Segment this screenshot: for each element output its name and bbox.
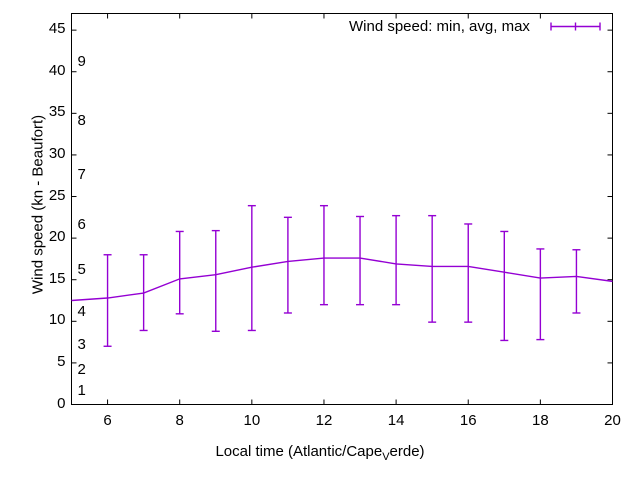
y-axis-tick-label: 25 [48, 186, 66, 204]
x-axis-tick-label: 8 [175, 411, 184, 429]
x-axis-title-subscript: V [382, 451, 390, 463]
x-axis-tick-label: 16 [459, 411, 477, 429]
x-axis-tick-label: 18 [532, 411, 549, 429]
plot-area [71, 13, 613, 405]
beaufort-tick-label: 2 [77, 361, 86, 379]
x-axis-tick-label: 14 [387, 411, 405, 429]
x-axis-tick-label: 20 [604, 411, 621, 429]
beaufort-tick-label: 4 [77, 302, 86, 320]
x-axis-tick-label: 10 [243, 411, 261, 429]
beaufort-tick-label: 9 [77, 53, 86, 71]
y-axis-tick-label: 30 [48, 144, 66, 162]
x-axis-title-part1: Local time (Atlantic/Cape [215, 443, 383, 460]
beaufort-tick-label: 7 [77, 165, 86, 183]
y-axis-tick-label: 15 [48, 269, 66, 287]
beaufort-tick-label: 5 [77, 261, 86, 279]
y-axis-tick-label: 10 [48, 311, 66, 329]
beaufort-tick-label: 1 [77, 382, 86, 400]
y-axis-tick-label: 40 [48, 61, 66, 79]
y-axis-tick-label: 35 [48, 103, 66, 121]
x-axis-title-part2: erde) [389, 443, 425, 460]
y-axis-tick-label: 5 [57, 352, 66, 370]
beaufort-tick-label: 3 [77, 336, 86, 354]
y-axis-tick-label: 0 [57, 394, 66, 412]
x-axis-tick-label: 6 [103, 411, 112, 429]
beaufort-tick-label: 8 [77, 111, 86, 129]
legend-label: Wind speed: min, avg, max [349, 18, 530, 35]
beaufort-tick-label: 6 [77, 215, 86, 233]
y-axis-tick-label: 20 [48, 228, 66, 246]
x-axis-title: Local time (Atlantic/CapeVerde) [130, 443, 510, 463]
y-axis-tick-label: 45 [48, 20, 66, 38]
x-axis-tick-label: 12 [315, 411, 333, 429]
